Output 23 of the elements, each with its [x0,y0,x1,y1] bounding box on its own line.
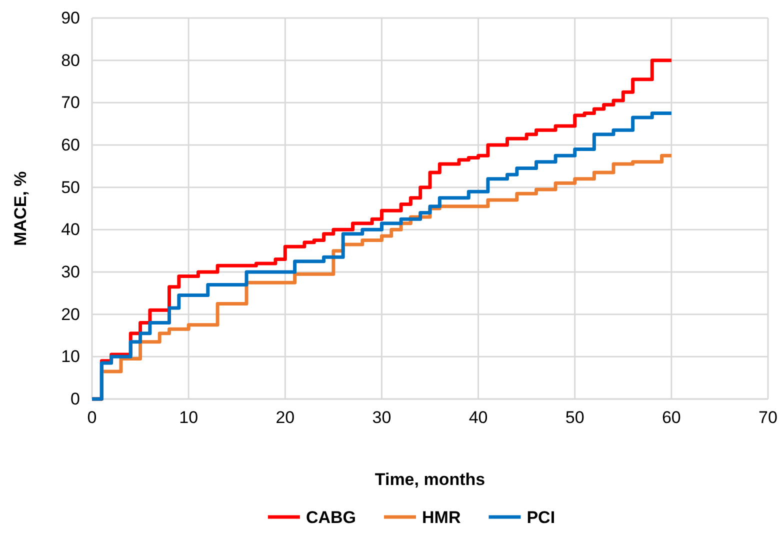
x-tick-label: 30 [372,408,392,428]
y-tick-label: 70 [61,93,80,112]
x-tick-label: 50 [565,408,584,428]
x-tick-label: 40 [468,408,488,428]
y-tick-label: 0 [70,389,80,408]
y-axis-title: MACE, % [11,171,30,246]
legend-label: PCI [526,508,556,527]
y-tick-label: 50 [61,178,80,197]
y-tick-label: 20 [61,304,80,324]
legend-label: HMR [422,508,461,527]
y-tick-label: 60 [61,135,80,154]
y-tick-label: 40 [61,220,80,240]
x-tick-label: 70 [758,408,778,428]
x-tick-label: 60 [662,408,681,428]
x-tick-label: 20 [276,408,295,428]
x-tick-label: 0 [87,408,97,428]
x-tick-label: 10 [179,408,198,428]
legend-label: CABG [306,508,356,527]
y-tick-label: 30 [61,262,80,282]
y-tick-label: 90 [61,8,80,28]
y-tick-label: 80 [61,50,80,70]
y-tick-label: 10 [61,347,80,366]
x-axis-title: Time, months [374,470,486,489]
